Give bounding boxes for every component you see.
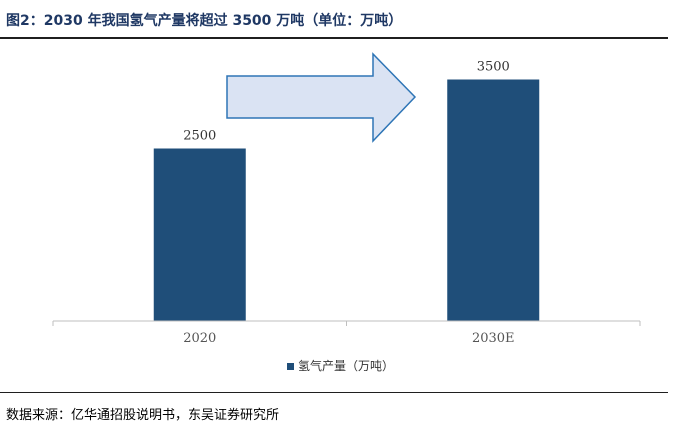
top-rule — [0, 37, 668, 39]
source-note: 数据来源：亿华通招股说明书，东吴证券研究所 — [6, 408, 280, 423]
bar-2030E — [447, 79, 540, 321]
x-tick-label-2030E: 2030E — [472, 331, 515, 346]
growth-arrow-icon — [226, 52, 417, 143]
x-tick-label-2020: 2020 — [183, 331, 216, 346]
bottom-rule — [0, 392, 668, 393]
legend-label: 氢气产量（万吨） — [298, 358, 394, 373]
legend-swatch — [287, 363, 294, 370]
figure-title: 图2：2030 年我国氢气产量将超过 3500 万吨（单位：万吨） — [6, 13, 403, 29]
bar-2020 — [153, 148, 246, 321]
data-label-2020: 2500 — [183, 129, 216, 144]
data-label-2030E: 3500 — [477, 60, 510, 75]
